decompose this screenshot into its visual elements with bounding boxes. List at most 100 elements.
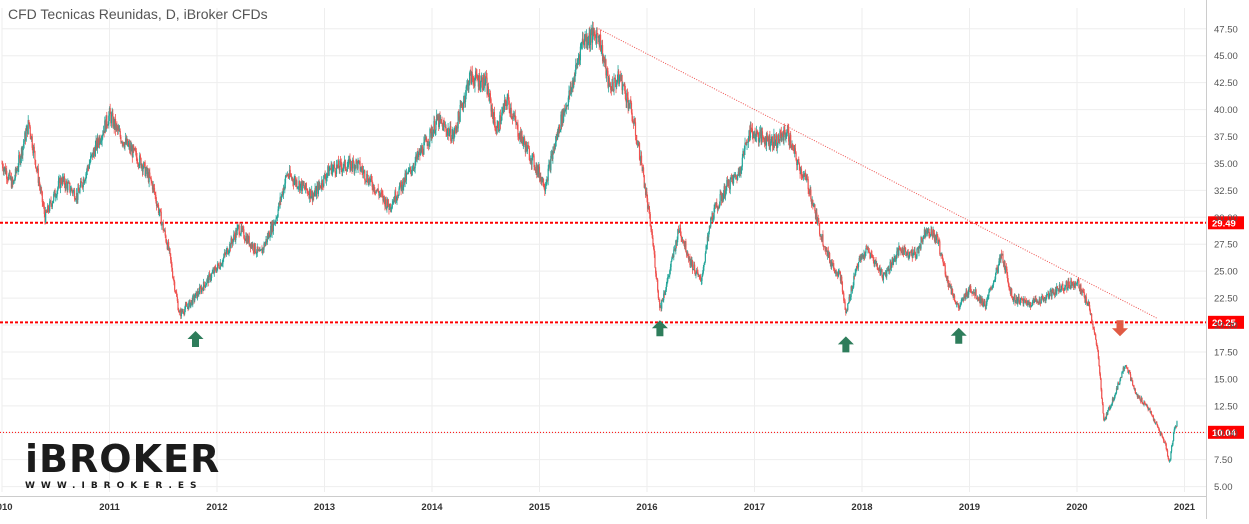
candle-body	[280, 195, 283, 201]
candle-body	[19, 155, 21, 163]
candle-body	[183, 313, 185, 315]
candle-body	[418, 150, 420, 154]
candle-body	[739, 168, 741, 176]
candle-body	[353, 162, 355, 171]
candle-body	[335, 173, 337, 175]
candle-body	[980, 297, 982, 304]
candle-body	[773, 134, 776, 144]
candle-body	[841, 276, 843, 283]
candle-body	[637, 143, 639, 146]
candle-body	[311, 190, 313, 201]
candle-body	[677, 229, 679, 240]
candle-body	[904, 247, 906, 249]
candle-body	[606, 70, 608, 72]
candle-body	[943, 263, 945, 265]
candle-body	[880, 269, 882, 271]
candle-body	[547, 168, 549, 181]
candle-body	[632, 121, 635, 125]
candle-body	[479, 87, 481, 89]
candle-body	[868, 249, 870, 253]
candle-body	[23, 141, 25, 144]
candle-body	[742, 151, 744, 158]
candle-body	[748, 130, 750, 141]
candle-body	[796, 159, 798, 166]
candle-body	[670, 261, 672, 268]
candle-body	[184, 304, 187, 310]
candle-body	[1046, 294, 1048, 299]
candle-body	[283, 187, 285, 190]
candle-body	[992, 284, 994, 287]
candle-body	[962, 297, 964, 300]
candle-body	[1068, 284, 1071, 286]
candle-body	[372, 184, 375, 191]
candle-body	[363, 170, 365, 172]
candle-body	[849, 297, 851, 300]
candle-body	[251, 243, 253, 248]
candle-body	[494, 121, 496, 131]
candle-body	[726, 180, 729, 185]
candle-body	[618, 71, 620, 84]
candle-body	[574, 73, 576, 82]
candle-body	[75, 192, 78, 200]
candle-body	[139, 155, 141, 166]
candle-body	[523, 138, 525, 142]
candle-body	[521, 130, 523, 139]
candle-body	[733, 174, 735, 176]
candle-body	[1130, 374, 1132, 381]
candle-body	[378, 192, 380, 196]
candle-body	[1093, 327, 1095, 330]
candle-body	[685, 252, 688, 255]
candle-body	[364, 170, 366, 181]
candle-body	[723, 186, 725, 195]
candle-body	[911, 249, 913, 254]
candle-body	[585, 35, 588, 42]
candle-body	[397, 195, 399, 197]
candle-body	[485, 76, 487, 78]
candle-body	[129, 145, 131, 151]
candle-body	[381, 193, 383, 195]
candle-body	[1006, 268, 1008, 276]
candle-body	[865, 248, 867, 253]
candle-body	[105, 115, 107, 132]
candle-body	[20, 157, 22, 163]
y-tick-label: 47.50	[1214, 24, 1238, 35]
candle-body	[419, 148, 422, 156]
candle-body	[74, 199, 76, 201]
candle-body	[358, 160, 360, 162]
candle-body	[677, 229, 680, 232]
candle-body	[108, 115, 110, 125]
candle-body	[804, 172, 806, 175]
candle-body	[689, 259, 692, 265]
candle-body	[29, 126, 31, 135]
candle-body	[219, 262, 221, 269]
candle-body	[689, 256, 691, 265]
candle-body	[812, 205, 815, 207]
candle-body	[17, 167, 19, 171]
candle-body	[782, 134, 784, 137]
candle-body	[1112, 398, 1114, 402]
candle-body	[1116, 388, 1118, 390]
candle-body	[509, 109, 511, 114]
candle-body	[564, 109, 566, 113]
candle-body	[704, 253, 706, 262]
candle-body	[1062, 289, 1065, 291]
candle-body	[475, 71, 477, 79]
candle-body	[415, 155, 418, 160]
candle-body	[239, 233, 242, 235]
candle-body	[315, 188, 318, 197]
candle-body	[410, 170, 412, 174]
candle-body	[626, 93, 628, 103]
candle-body	[738, 171, 740, 176]
candle-body	[1015, 297, 1018, 302]
candle-body	[406, 172, 408, 174]
y-tick-label: 27.50	[1214, 240, 1238, 251]
candle-body	[653, 249, 655, 255]
candle-body	[288, 169, 291, 178]
candle-body	[1074, 281, 1077, 286]
candle-body	[801, 175, 803, 177]
candle-body	[24, 132, 26, 142]
candle-body	[921, 239, 923, 242]
candle-body	[1095, 334, 1097, 340]
candle-body	[607, 70, 609, 87]
